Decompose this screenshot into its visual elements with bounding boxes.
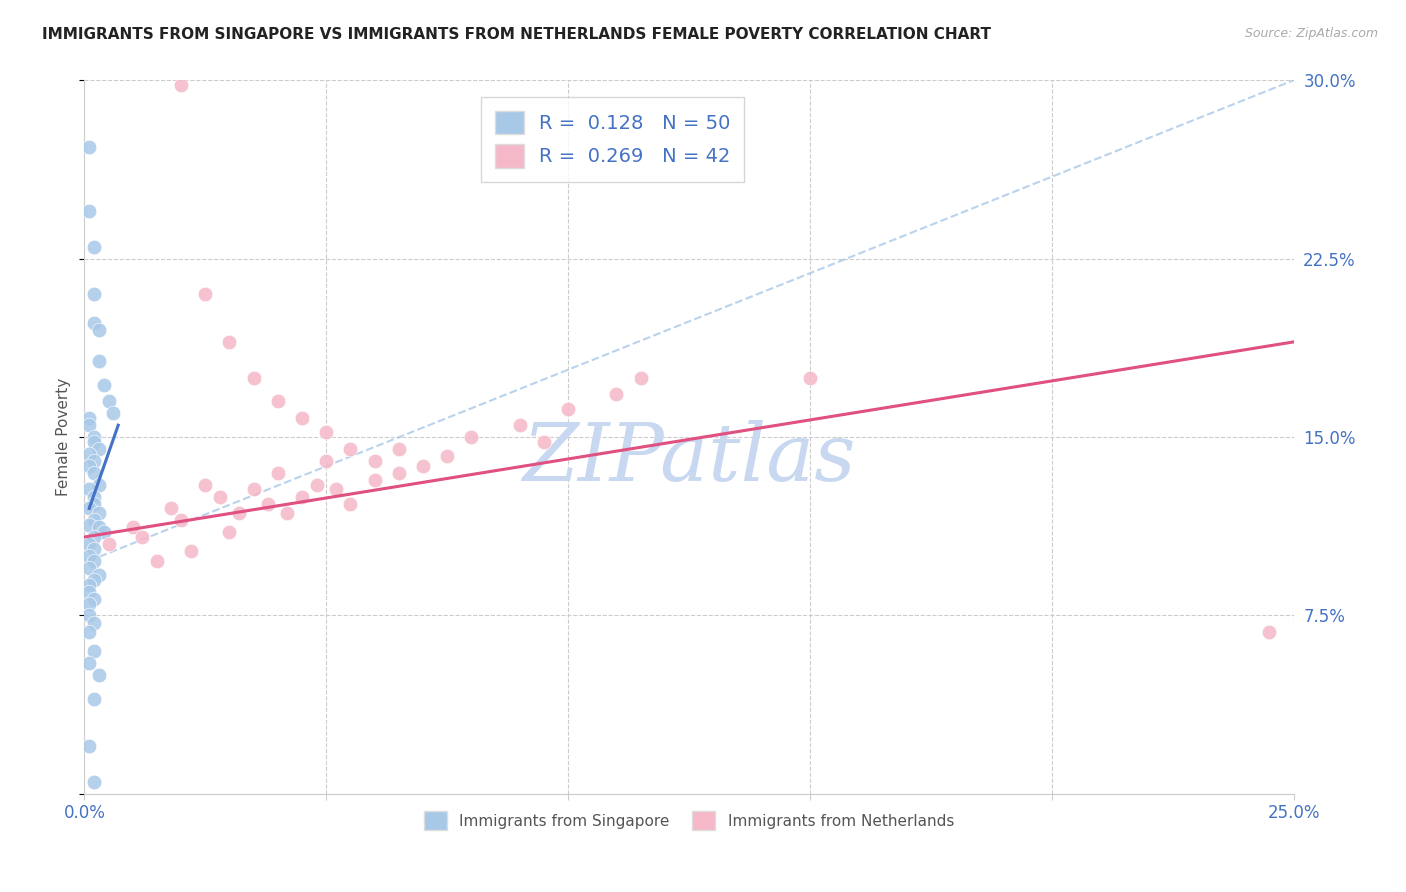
Point <box>83 644 105 658</box>
Point <box>83 240 105 254</box>
Point <box>83 541 105 556</box>
Point <box>77 577 100 591</box>
Point <box>87 520 110 534</box>
Point <box>83 490 105 504</box>
Point <box>180 544 202 558</box>
Point <box>242 370 264 384</box>
Point <box>77 608 100 623</box>
Point <box>97 537 120 551</box>
Point <box>83 430 105 444</box>
Point <box>208 490 231 504</box>
Point <box>77 418 100 433</box>
Point <box>194 477 217 491</box>
Point <box>257 497 280 511</box>
Point <box>83 466 105 480</box>
Point <box>87 506 110 520</box>
Point <box>267 394 290 409</box>
Point <box>83 513 105 527</box>
Point <box>77 625 100 640</box>
Point <box>77 411 100 425</box>
Point <box>83 591 105 606</box>
Point <box>339 497 361 511</box>
Y-axis label: Female Poverty: Female Poverty <box>56 378 72 496</box>
Point <box>77 458 100 473</box>
Point <box>194 287 217 301</box>
Point <box>83 775 105 789</box>
Point <box>363 473 385 487</box>
Point <box>83 454 105 468</box>
Point <box>97 394 120 409</box>
Point <box>388 442 411 456</box>
Point <box>218 334 240 349</box>
Point <box>87 568 110 582</box>
Point <box>87 354 110 368</box>
Point <box>87 323 110 337</box>
Point <box>388 466 411 480</box>
Point <box>87 668 110 682</box>
Text: IMMIGRANTS FROM SINGAPORE VS IMMIGRANTS FROM NETHERLANDS FEMALE POVERTY CORRELAT: IMMIGRANTS FROM SINGAPORE VS IMMIGRANTS … <box>42 27 991 42</box>
Point <box>83 691 105 706</box>
Point <box>77 561 100 575</box>
Point <box>315 425 337 440</box>
Point <box>533 434 555 449</box>
Point <box>87 442 110 456</box>
Point <box>509 418 531 433</box>
Point <box>305 477 328 491</box>
Point <box>77 549 100 563</box>
Point <box>83 497 105 511</box>
Point <box>83 530 105 544</box>
Point <box>77 501 100 516</box>
Point <box>605 387 627 401</box>
Point <box>436 449 458 463</box>
Point <box>325 483 347 497</box>
Legend: Immigrants from Singapore, Immigrants from Netherlands: Immigrants from Singapore, Immigrants fr… <box>418 805 960 836</box>
Point <box>228 506 250 520</box>
Text: Source: ZipAtlas.com: Source: ZipAtlas.com <box>1244 27 1378 40</box>
Point <box>77 597 100 611</box>
Point <box>83 615 105 630</box>
Point <box>83 554 105 568</box>
Point <box>557 401 579 416</box>
Point <box>170 513 193 527</box>
Point <box>276 506 298 520</box>
Point <box>77 204 100 219</box>
Point <box>93 525 115 540</box>
Point <box>412 458 434 473</box>
Point <box>1258 625 1281 640</box>
Point <box>630 370 652 384</box>
Point <box>315 454 337 468</box>
Point <box>77 584 100 599</box>
Point <box>291 411 314 425</box>
Text: ZIPatlas: ZIPatlas <box>522 420 856 497</box>
Point <box>146 554 169 568</box>
Point <box>77 447 100 461</box>
Point <box>121 520 143 534</box>
Point <box>291 490 314 504</box>
Point <box>77 518 100 533</box>
Point <box>170 78 193 92</box>
Point <box>218 525 240 540</box>
Point <box>460 430 482 444</box>
Point <box>77 656 100 670</box>
Point <box>131 530 153 544</box>
Point <box>83 316 105 330</box>
Point <box>103 406 125 420</box>
Point <box>83 434 105 449</box>
Point <box>339 442 361 456</box>
Point <box>87 477 110 491</box>
Point <box>77 739 100 754</box>
Point <box>93 377 115 392</box>
Point <box>799 370 821 384</box>
Point <box>83 287 105 301</box>
Point <box>77 483 100 497</box>
Point <box>363 454 385 468</box>
Point <box>77 537 100 551</box>
Point <box>160 501 183 516</box>
Point <box>242 483 264 497</box>
Point <box>83 573 105 587</box>
Point <box>77 140 100 154</box>
Point <box>267 466 290 480</box>
